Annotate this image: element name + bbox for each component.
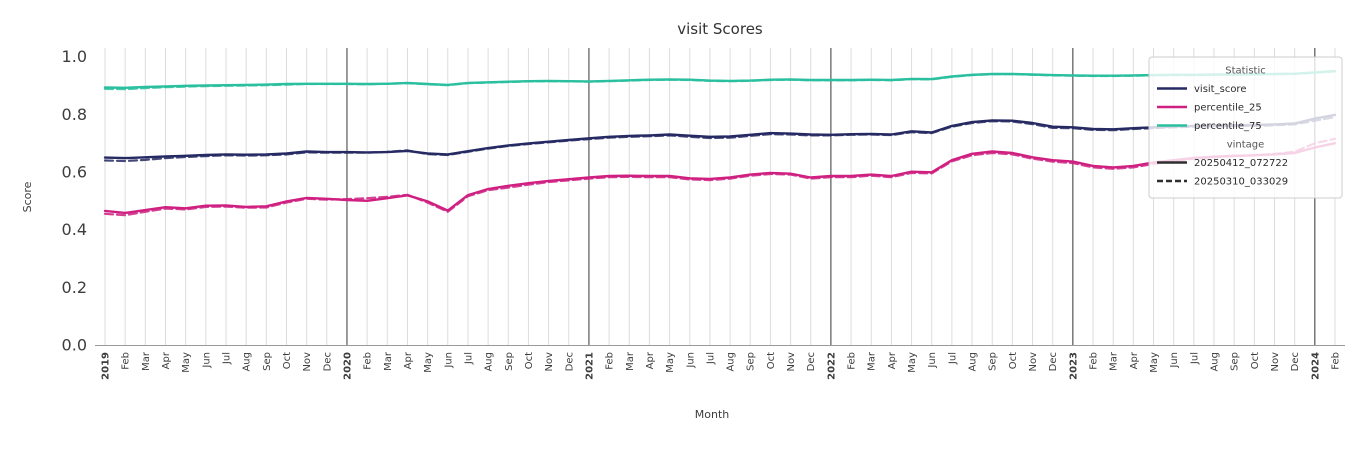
x-tick-label: Jun [685, 352, 696, 369]
x-tick-label: Sep [1230, 352, 1241, 371]
x-tick-label: Aug [968, 352, 979, 372]
series-percentile_25-20250412_072722 [103, 141, 1337, 215]
x-tick-label: Aug [1210, 352, 1221, 372]
chart-title: visit Scores [677, 20, 763, 38]
legend-item-visit_score-label: visit_score [1194, 84, 1246, 95]
y-tick-label: 0.6 [62, 162, 87, 181]
x-tick-label: Sep [262, 352, 273, 371]
x-tick-label: Dec [806, 352, 817, 371]
x-tick-label: Mar [141, 351, 152, 371]
x-tick-label: Aug [242, 352, 253, 372]
x-tick-label: 2023 [1068, 352, 1079, 380]
x-tick-label: Jul [705, 352, 716, 365]
x-tick-label: Jul [463, 352, 474, 365]
x-tick-label: Feb [363, 352, 374, 370]
x-tick-label: Dec [1048, 352, 1059, 371]
x-tick-label: 2024 [1310, 352, 1321, 380]
x-tick-label: Nov [1028, 352, 1039, 372]
x-tick-label: Feb [847, 352, 858, 370]
x-tick-label: Jun [201, 352, 212, 369]
x-tick-label: Oct [282, 352, 293, 369]
legend: Statistic visit_score percentile_25percent… [1148, 56, 1343, 199]
x-tick-label: Mar [625, 351, 636, 371]
series-visit_score-20250412_072722 [103, 113, 1337, 160]
x-tick-label: Mar [1109, 351, 1120, 371]
x-tick-label: Oct [766, 352, 777, 369]
legend-title-vintage: vintage [1227, 140, 1265, 151]
x-tick-label: May [665, 352, 676, 373]
series-layer [103, 69, 1337, 217]
x-tick-label: Sep [504, 352, 515, 371]
y-tick-label: 0.0 [62, 336, 87, 355]
x-tick-label: 2022 [826, 352, 837, 380]
x-tick-label: Nov [544, 352, 555, 372]
y-axis-label: Score [21, 181, 34, 212]
x-tick-label: Feb [1089, 352, 1100, 370]
legend-item-20250310_033029-label: 20250310_033029 [1194, 177, 1288, 188]
x-tick-label: Feb [1331, 352, 1342, 370]
legend-box [1148, 56, 1343, 199]
x-tick-label: Sep [746, 352, 757, 371]
x-tick-label: May [181, 352, 192, 373]
legend-item-20250412_072722-label: 20250412_072722 [1194, 158, 1288, 169]
x-tick-label: Apr [645, 351, 656, 369]
x-tick-label: Feb [605, 352, 616, 370]
x-tick-label: Feb [121, 352, 132, 370]
x-tick-label: Oct [524, 352, 535, 369]
legend-item-percentile_75-label: percentile_75 [1194, 121, 1262, 132]
x-tick-label: Mar [383, 351, 394, 371]
legend-title-statistic: Statistic [1225, 66, 1266, 77]
x-tick-label: Oct [1250, 352, 1261, 369]
legend-item-percentile_25-label: percentile_25 [1194, 103, 1262, 114]
x-tick-label: Jul [1189, 352, 1200, 365]
x-tick-label: Apr [1129, 351, 1140, 369]
x-tick-label: Jun [443, 352, 454, 369]
x-axis-label: Month [695, 408, 730, 421]
y-tick-label: 0.8 [62, 105, 87, 124]
tick-layer: 0.0 0.2 0.4 0.6 0.8 1.0 2019 Feb Mar Apr May Jun Jul… [62, 47, 1342, 380]
x-tick-label: 2020 [342, 352, 353, 380]
x-tick-label: Apr [403, 351, 414, 369]
x-tick-label: Jun [1169, 352, 1180, 369]
x-tick-label: Dec [564, 352, 575, 371]
x-tick-label: May [1149, 352, 1160, 373]
x-tick-label: Jun [927, 352, 938, 369]
x-tick-label: Nov [302, 352, 313, 372]
x-tick-label: Jul [221, 352, 232, 365]
x-tick-label: Sep [988, 352, 999, 371]
x-tick-label: Aug [726, 352, 737, 372]
x-tick-label: Nov [1270, 352, 1281, 372]
x-tick-label: 2019 [101, 352, 112, 380]
x-tick-label: May [423, 352, 434, 373]
x-tick-label: Jul [947, 352, 958, 365]
y-tick-label: 0.2 [62, 278, 87, 297]
x-tick-label: May [907, 352, 918, 373]
x-tick-label: Dec [322, 352, 333, 371]
x-tick-label: Mar [867, 351, 878, 371]
x-tick-label: Dec [1290, 352, 1301, 371]
x-tick-label: Apr [161, 351, 172, 369]
y-tick-label: 0.4 [62, 220, 87, 239]
x-tick-label: Oct [1008, 352, 1019, 369]
x-tick-label: Aug [484, 352, 495, 372]
x-tick-label: 2021 [584, 352, 595, 380]
y-tick-label: 1.0 [62, 47, 87, 66]
x-tick-label: Apr [887, 351, 898, 369]
series-percentile_75-20250412_072722 [103, 69, 1337, 90]
x-tick-label: Nov [786, 352, 797, 372]
